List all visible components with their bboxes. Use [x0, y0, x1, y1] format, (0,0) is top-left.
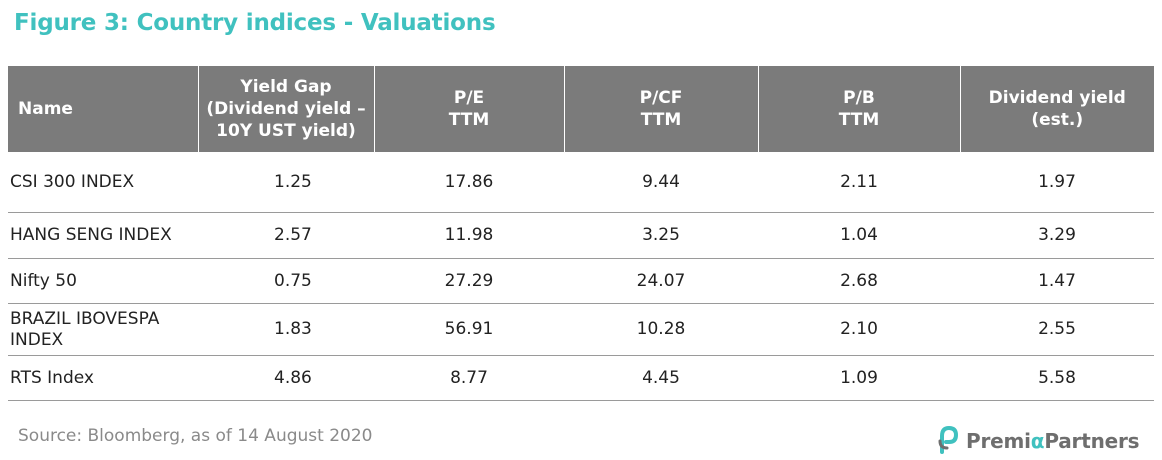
- header-pb: P/B TTM: [757, 66, 960, 152]
- table-row: HANG SENG INDEX 2.57 11.98 3.25 1.04 3.2…: [8, 212, 1154, 259]
- header-pe: P/E TTM: [373, 66, 564, 152]
- table-row: Nifty 50 0.75 27.29 24.07 2.68 1.47: [8, 258, 1154, 304]
- valuations-table: Name Yield Gap (Dividend yield – 10Y UST…: [8, 66, 1154, 401]
- header-yield-gap: Yield Gap (Dividend yield – 10Y UST yiel…: [197, 66, 374, 152]
- cell-pe: 27.29: [374, 258, 564, 304]
- cell-yield-gap: 1.25: [198, 152, 374, 213]
- cell-pe: 56.91: [374, 303, 564, 356]
- source-note: Source: Bloomberg, as of 14 August 2020: [18, 426, 373, 446]
- cell-name: RTS Index: [8, 355, 198, 401]
- premia-partners-logo: PremiαPartners: [936, 424, 1140, 458]
- cell-name: HANG SENG INDEX: [8, 212, 198, 259]
- cell-yield-gap: 4.86: [198, 355, 374, 401]
- cell-pcf: 4.45: [564, 355, 758, 401]
- cell-dividend-yield: 1.47: [960, 258, 1154, 304]
- cell-dividend-yield: 3.29: [960, 212, 1154, 259]
- table-row: BRAZIL IBOVESPA INDEX 1.83 56.91 10.28 2…: [8, 303, 1154, 356]
- cell-name: CSI 300 INDEX: [8, 152, 198, 213]
- cell-pb: 2.10: [758, 303, 960, 356]
- cell-pe: 17.86: [374, 152, 564, 213]
- cell-dividend-yield: 1.97: [960, 152, 1154, 213]
- cell-pe: 8.77: [374, 355, 564, 401]
- figure-title: Figure 3: Country indices - Valuations: [14, 10, 496, 36]
- header-pcf: P/CF TTM: [563, 66, 758, 152]
- cell-pcf: 10.28: [564, 303, 758, 356]
- cell-pcf: 9.44: [564, 152, 758, 213]
- cell-pcf: 24.07: [564, 258, 758, 304]
- header-dividend-yield: Dividend yield (est.): [959, 66, 1154, 152]
- table-header-row: Name Yield Gap (Dividend yield – 10Y UST…: [8, 66, 1154, 152]
- cell-yield-gap: 0.75: [198, 258, 374, 304]
- cell-pb: 2.68: [758, 258, 960, 304]
- cell-pb: 1.09: [758, 355, 960, 401]
- cell-name: BRAZIL IBOVESPA INDEX: [8, 303, 198, 356]
- header-name: Name: [8, 66, 198, 152]
- cell-pb: 1.04: [758, 212, 960, 259]
- cell-dividend-yield: 2.55: [960, 303, 1154, 356]
- cell-pb: 2.11: [758, 152, 960, 213]
- logo-text: PremiαPartners: [966, 429, 1140, 453]
- table-row: CSI 300 INDEX 1.25 17.86 9.44 2.11 1.97: [8, 152, 1154, 213]
- cell-dividend-yield: 5.58: [960, 355, 1154, 401]
- table-row: RTS Index 4.86 8.77 4.45 1.09 5.58: [8, 355, 1154, 401]
- cell-yield-gap: 2.57: [198, 212, 374, 259]
- premia-logo-icon: [936, 424, 960, 458]
- cell-pe: 11.98: [374, 212, 564, 259]
- cell-yield-gap: 1.83: [198, 303, 374, 356]
- cell-pcf: 3.25: [564, 212, 758, 259]
- cell-name: Nifty 50: [8, 258, 198, 304]
